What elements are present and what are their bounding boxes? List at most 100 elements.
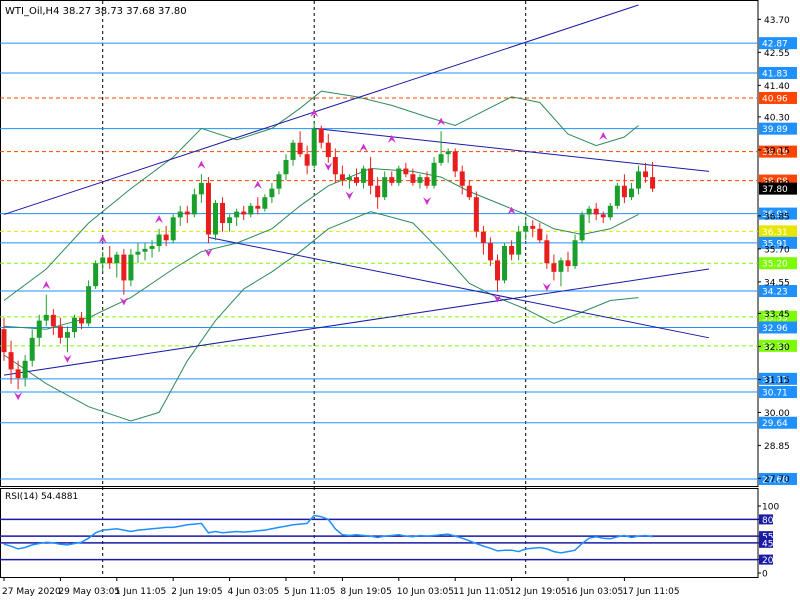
candle-body [558,260,564,272]
candle-body [163,234,169,241]
candle-body [220,202,226,224]
candle-body [8,352,14,370]
fractal-down-marker [204,248,213,257]
fractal-down-marker [63,354,72,363]
price-tick-label: 36.85 [764,212,790,222]
level-label: 31.17 [762,375,788,385]
level-label: 30.71 [762,389,788,399]
fractal-down-marker [542,283,551,292]
candle-body [551,263,557,272]
horizontal-levels [0,42,758,480]
fractal-up-marker [155,215,164,224]
bollinger-upper-line [3,90,639,301]
candle-body [142,248,148,252]
level-label: 36.93 [762,210,788,220]
rsi-tick-label: 0 [762,570,768,580]
candle-body [403,168,409,175]
rsi-frame [0,488,759,578]
rsi-tick-label: 55 [762,533,773,543]
current-price-tag [759,182,797,195]
candle-body [368,168,374,186]
grid-layer [0,0,759,578]
candles [1,122,656,390]
candle-body [361,168,367,183]
level-tag [759,91,797,104]
level-label: 35.20 [762,260,788,270]
current-price-label: 37.80 [762,185,788,195]
level-label: 27.68 [762,475,788,485]
time-tick-label: 4 Jun 03:05 [228,587,279,597]
candle-body [431,162,437,186]
price-axis: 42.87 41.83 40.96 39.89 39.09 38.08 36.93 36.31… [758,16,797,485]
level-label: 39.89 [762,125,788,135]
price-tick-label: 33.45 [764,310,790,320]
price-tick-label: 32.30 [764,343,790,353]
level-label: 35.91 [762,239,788,249]
candle-body [198,182,204,195]
candle-body [262,197,268,209]
candle-body [487,243,493,261]
candle-body [318,128,324,143]
candle-body [621,185,627,198]
trend-line [3,268,710,376]
candle-body [410,174,416,183]
level-label: 29.64 [762,419,788,429]
candle-body [107,257,113,264]
candle-body [593,208,599,215]
candle-body [643,171,649,178]
candle-body [523,225,529,232]
candle-body [100,257,106,264]
fractal-up-marker [507,206,516,215]
time-tick-label: 29 May 03:05 [58,587,120,597]
fractal-up-marker [437,117,446,126]
fractal-markers [14,109,608,401]
candle-body [346,177,352,181]
candle-body [50,314,56,327]
candle-body [205,182,211,235]
trend-line [3,4,639,215]
candle-body [283,159,289,175]
fractal-up-marker [599,131,608,140]
price-tick-label: 43.70 [764,16,790,26]
level-tag [759,225,797,238]
candle-body [579,214,585,241]
candle-body [121,254,127,281]
rsi-level-tag [759,537,773,548]
level-tag [759,37,797,50]
candle-body [354,177,359,183]
candle-body [636,171,641,189]
price-tick-label: 34.55 [764,278,790,288]
level-tag [759,416,797,429]
candle-body [600,214,606,218]
candle-body [445,151,451,155]
level-tag [759,310,797,323]
level-tag [759,207,797,220]
fractal-down-marker [14,392,23,401]
candle-body [572,240,578,267]
candle-body [311,128,317,166]
candle-body [304,154,310,166]
candle-body [93,263,99,287]
fractal-up-marker [359,143,368,152]
level-tag [759,66,797,79]
candle-body [516,231,522,255]
price-tick-label: 39.15 [764,146,790,156]
candle-body [607,205,613,218]
candle-body [452,151,458,172]
time-tick-label: 1 Jun 11:05 [115,587,166,597]
level-tag [759,285,797,298]
candle-body [72,317,77,333]
fractal-down-marker [493,294,502,303]
candle-body [628,188,634,198]
level-tag [759,122,797,135]
bollinger-middle-line [3,167,639,330]
candle-body [29,337,35,361]
candle-body [191,194,197,215]
candle-body [382,177,388,198]
candle-body [36,320,42,338]
candle-body [213,202,218,235]
candle-body [135,251,141,255]
level-label: 40.96 [762,94,788,104]
